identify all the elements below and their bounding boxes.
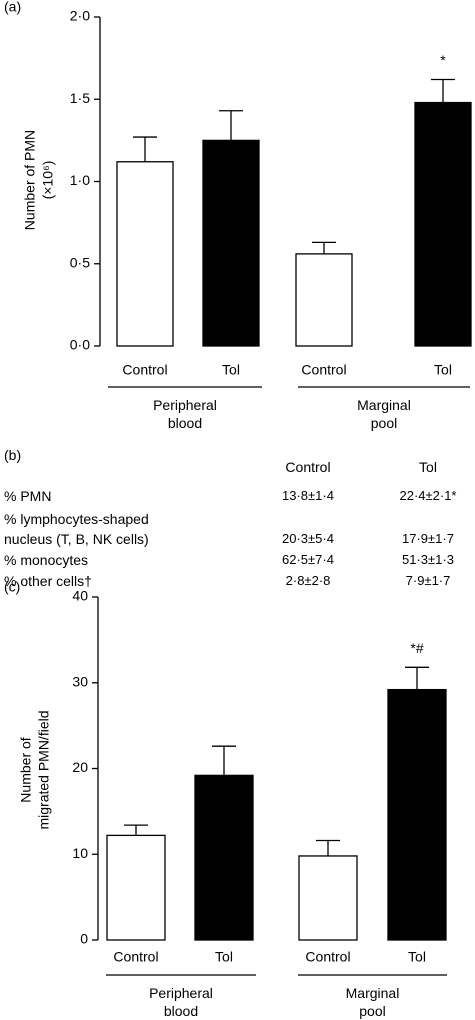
x-tick-label: Control bbox=[122, 362, 167, 378]
row-label: % PMN bbox=[4, 488, 52, 504]
x-tick-label: Control bbox=[113, 949, 158, 965]
column-header: Tol bbox=[419, 459, 437, 475]
bar bbox=[298, 855, 358, 941]
bar bbox=[387, 688, 447, 941]
x-tick-label: Tol bbox=[222, 362, 240, 378]
group-label: Peripheral blood bbox=[149, 985, 213, 1019]
cell: 51·3±1·3 bbox=[402, 552, 454, 567]
x-tick-label: Tol bbox=[408, 949, 426, 965]
bar bbox=[202, 139, 260, 347]
y-axis-label: Number of migrated PMN/field bbox=[17, 710, 52, 830]
x-tick-label: Control bbox=[305, 949, 350, 965]
row-label: % lymphocytes-shaped nucleus (T, B, NK c… bbox=[4, 511, 149, 547]
panel-label: (b) bbox=[4, 447, 22, 463]
y-tick-label: 2·0 bbox=[70, 8, 90, 24]
bar bbox=[194, 774, 254, 941]
x-tick-label: Control bbox=[301, 362, 346, 378]
panel-label: (a) bbox=[4, 0, 21, 15]
y-tick-label: 30 bbox=[72, 673, 88, 689]
x-tick-label: Tol bbox=[215, 949, 233, 965]
y-axis-label: Number of PMN (×10⁶) bbox=[21, 129, 56, 231]
cell: 7·9±1·7 bbox=[405, 573, 451, 588]
column-header: Control bbox=[285, 459, 331, 475]
y-tick-label: 20 bbox=[72, 759, 88, 775]
annotation: * bbox=[440, 52, 446, 68]
bar bbox=[414, 101, 472, 347]
group-label: Marginal pool bbox=[357, 397, 411, 431]
y-tick-label: 1·5 bbox=[70, 90, 90, 106]
y-tick-label: 40 bbox=[72, 588, 88, 604]
y-tick-label: 0 bbox=[80, 931, 88, 947]
panel-label: (c) bbox=[4, 579, 20, 595]
cell: 13·8±1·4 bbox=[282, 488, 334, 503]
row-label: % monocytes bbox=[4, 552, 89, 568]
cell: 22·4±2·1* bbox=[399, 488, 457, 503]
y-tick-label: 1·0 bbox=[70, 172, 90, 188]
y-tick-label: 10 bbox=[72, 845, 88, 861]
cell: 62·5±7·4 bbox=[282, 552, 334, 567]
group-label: Peripheral blood bbox=[153, 397, 217, 431]
annotation: *# bbox=[410, 640, 423, 656]
bar bbox=[106, 834, 166, 941]
cell: 17·9±1·7 bbox=[402, 531, 454, 546]
bar bbox=[295, 253, 353, 347]
x-tick-label: Tol bbox=[434, 362, 452, 378]
y-tick-label: 0·5 bbox=[70, 254, 90, 270]
y-tick-label: 0·0 bbox=[70, 337, 90, 353]
cell: 20·3±5·4 bbox=[282, 531, 334, 546]
cell: 2·8±2·8 bbox=[285, 573, 331, 588]
row-label: % other cells† bbox=[4, 573, 92, 589]
group-label: Marginal pool bbox=[345, 985, 400, 1019]
bar bbox=[116, 161, 174, 347]
